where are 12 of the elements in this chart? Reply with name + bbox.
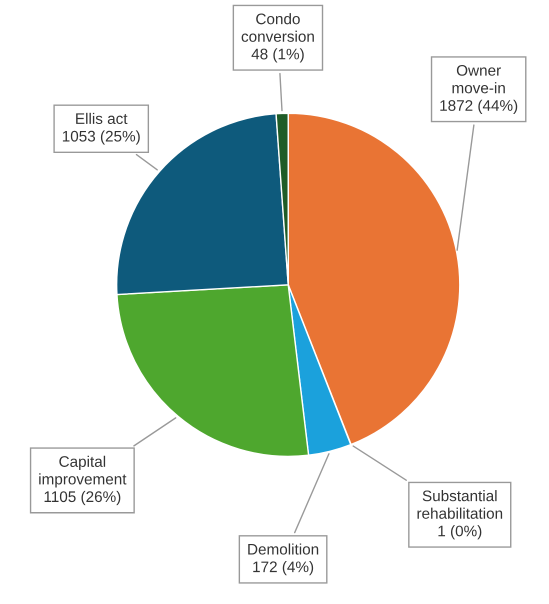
- slice-label: Capital improvement: [39, 456, 126, 488]
- data-label: 1 (0%): [438, 525, 482, 540]
- data-label: 1872 (44%): [440, 100, 518, 114]
- data-label: 172 (4%): [253, 561, 314, 576]
- data-label: 1105 (26%): [44, 490, 120, 506]
- data-label: 48 (1%): [252, 48, 304, 62]
- slice-label: Condo conversion: [242, 13, 314, 42]
- slice-label: Owner move-in: [452, 64, 505, 94]
- data-label: 1053 (25%): [62, 130, 140, 145]
- slice-label: Ellis act: [76, 112, 128, 124]
- slice-label: Demolition: [248, 543, 318, 555]
- slice-label: Substantial rehabilitation: [417, 490, 502, 519]
